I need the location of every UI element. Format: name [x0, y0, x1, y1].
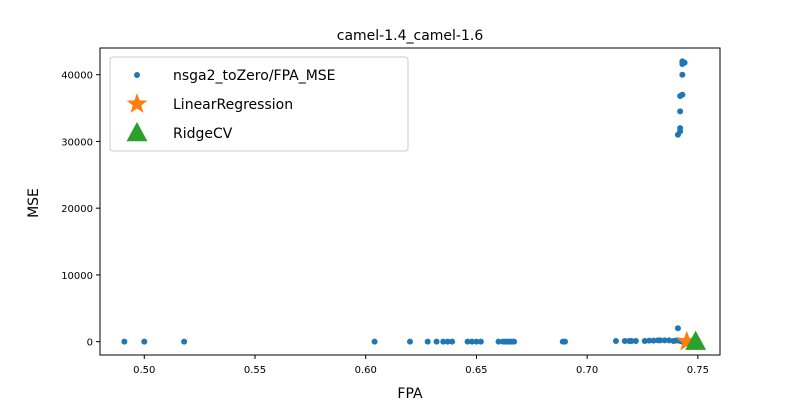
data-point: [440, 338, 447, 345]
legend-entry: nsga2_toZero/FPA_MSE: [173, 68, 336, 84]
data-point: [641, 337, 648, 344]
data-point: [650, 337, 657, 344]
x-axis: 0.50 0.55 0.60 0.65 0.70 0.75: [133, 355, 709, 376]
x-tick-label: 0.50: [133, 365, 155, 376]
data-point: [464, 338, 471, 345]
data-point: [612, 337, 619, 344]
data-point: [469, 338, 475, 345]
data-point: [666, 337, 673, 344]
data-point: [677, 108, 684, 115]
data-point: [495, 338, 502, 345]
data-point: [646, 337, 653, 344]
data-point: [679, 71, 686, 78]
data-point: [444, 338, 451, 345]
data-point: [621, 337, 628, 344]
plot-frame: [99, 47, 721, 356]
data-point: [433, 338, 440, 345]
triangle-marker: [685, 330, 707, 350]
legend-marker: [126, 122, 148, 142]
data-point: [562, 338, 568, 345]
data-points: [121, 58, 707, 351]
legend-marker: [126, 93, 148, 113]
legend-marker: [134, 72, 140, 78]
data-point: [511, 338, 518, 345]
data-point: [477, 338, 484, 345]
data-point: [661, 337, 668, 344]
data-point: [632, 337, 639, 344]
data-point: [371, 338, 378, 345]
y-tick-label: 30000: [61, 137, 93, 148]
data-point: [473, 338, 480, 345]
x-tick-label: 0.65: [465, 365, 487, 376]
chart-title: camel-1.4_camel-1.6: [337, 28, 484, 44]
y-tick-label: 40000: [61, 71, 93, 82]
data-point: [121, 338, 128, 345]
x-tick-label: 0.75: [687, 365, 709, 376]
data-point: [141, 338, 148, 345]
x-tick-label: 0.60: [355, 365, 377, 376]
y-axis-label: MSE: [26, 188, 42, 218]
data-point: [677, 125, 684, 132]
legend-entry: RidgeCV: [173, 126, 233, 142]
y-tick-label: 20000: [61, 204, 93, 215]
data-point: [679, 58, 686, 65]
data-point: [628, 337, 635, 344]
legend-box: [109, 56, 409, 152]
y-tick-label: 10000: [61, 271, 93, 282]
x-axis-label: FPA: [397, 386, 423, 400]
x-tick-label: 0.55: [244, 365, 266, 376]
legend: nsga2_toZero/FPA_MSE LinearRegression Ridg…: [109, 56, 409, 152]
legend-entry: LinearRegression: [173, 97, 293, 113]
y-tick-label: 0: [87, 338, 93, 349]
data-point: [181, 338, 188, 345]
data-point: [424, 338, 431, 345]
data-point: [407, 338, 413, 345]
x-tick-label: 0.70: [576, 365, 598, 376]
data-point: [674, 325, 681, 332]
data-point: [449, 338, 456, 345]
data-point: [679, 91, 686, 98]
y-axis: 0 10000 20000 30000 40000: [61, 71, 100, 349]
data-point: [657, 337, 664, 344]
star-marker: [676, 330, 698, 351]
